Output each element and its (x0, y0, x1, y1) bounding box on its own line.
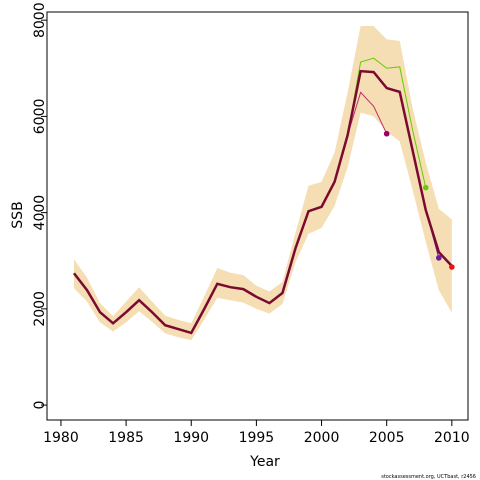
line (72, 69, 453, 335)
end-point (436, 255, 442, 261)
x-tick-label: 1980 (43, 430, 79, 446)
x-tick-label: 1995 (239, 430, 275, 446)
x-tick-label: 2005 (369, 430, 405, 446)
x-tick-label: 2010 (434, 430, 470, 446)
y-axis-title: SSB (10, 201, 26, 228)
x-tick-label: 1990 (173, 430, 209, 446)
x-tick-label: 1985 (108, 430, 144, 446)
x-tick-label: 2000 (304, 430, 340, 446)
end-point (449, 264, 455, 270)
y-tick-label: 6000 (32, 99, 48, 135)
confidence-band (73, 25, 452, 341)
plot-frame (46, 11, 469, 421)
y-tick-label: 0 (32, 401, 48, 410)
end-point (383, 130, 390, 137)
line (347, 91, 388, 136)
y-tick-label: 4000 (32, 195, 48, 231)
footer: stockassessment.org, UCTbast, r2456 (381, 474, 476, 480)
line (347, 57, 427, 188)
end-point (422, 184, 429, 191)
y-tick-label: 2000 (32, 291, 48, 327)
y-tick-label: 8000 (32, 2, 48, 38)
x-axis-title: Year (249, 454, 280, 470)
